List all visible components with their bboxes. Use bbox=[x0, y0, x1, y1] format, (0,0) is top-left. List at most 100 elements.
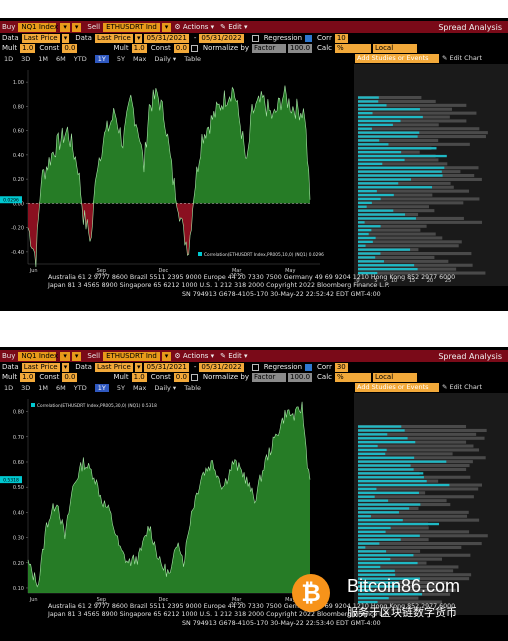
buy-ticker-dropdown[interactable]: ▾ bbox=[60, 351, 70, 361]
hist-bar bbox=[358, 127, 372, 130]
tab-6m[interactable]: 6M bbox=[56, 383, 66, 392]
hist-bar-bg bbox=[358, 436, 485, 440]
corr-window-field[interactable]: 30 bbox=[334, 362, 348, 372]
hist-bar bbox=[358, 197, 381, 201]
mult-field-1[interactable]: 1.0 bbox=[20, 43, 36, 53]
normalize-value[interactable]: 100.0 bbox=[287, 372, 313, 382]
tab-5y[interactable]: 5Y bbox=[116, 383, 125, 392]
buy-ticker-field[interactable]: NQ1 Index bbox=[18, 351, 58, 361]
const-field-1[interactable]: 0.0 bbox=[62, 372, 78, 382]
tab-daily[interactable]: Daily ▾ bbox=[154, 383, 177, 392]
hist-bar-bg bbox=[358, 142, 470, 146]
tab-table[interactable]: Table bbox=[184, 383, 201, 392]
corr-window-field[interactable]: 10 bbox=[334, 33, 348, 43]
edit-chart-button[interactable]: ✎ Edit Chart bbox=[442, 383, 483, 391]
const-field-1[interactable]: 0.0 bbox=[62, 43, 78, 53]
tab-6m[interactable]: 6M bbox=[56, 54, 66, 63]
data-field-1[interactable]: Last Price bbox=[21, 362, 60, 372]
calc-field[interactable]: % bbox=[335, 372, 372, 382]
hist-bar bbox=[358, 511, 399, 514]
normalize-checkbox[interactable] bbox=[190, 373, 198, 381]
mult-field-1[interactable]: 1.0 bbox=[20, 372, 36, 382]
buy-ticker-field[interactable]: NQ1 Index bbox=[18, 22, 58, 32]
mult-field-2[interactable]: 1.0 bbox=[131, 372, 147, 382]
tab-1d[interactable]: 1D bbox=[4, 383, 14, 392]
const-field-2[interactable]: 0.0 bbox=[173, 372, 189, 382]
sell-ticker-dropdown[interactable]: ▾ bbox=[161, 22, 172, 32]
hist-x-tick: 5 bbox=[374, 278, 377, 284]
const-label: Const bbox=[39, 373, 60, 381]
hist-bar bbox=[358, 240, 373, 243]
actions-menu[interactable]: ⚙ Actions ▾ bbox=[174, 352, 215, 360]
normalize-field[interactable]: Factor bbox=[251, 372, 286, 382]
add-studies-field[interactable]: Add Studies or Events bbox=[355, 383, 439, 392]
hist-bar-bg bbox=[358, 271, 486, 275]
add-studies-field[interactable]: Add Studies or Events bbox=[355, 54, 439, 63]
tab-1m[interactable]: 1M bbox=[38, 54, 49, 63]
data-dropdown-2[interactable]: ▾ bbox=[134, 33, 143, 43]
date-to-field[interactable]: 05/31/2022 bbox=[199, 362, 244, 372]
date-from-field[interactable]: 05/31/2021 bbox=[144, 362, 189, 372]
local-field[interactable]: Local bbox=[373, 43, 418, 53]
tab-max[interactable]: Max bbox=[132, 54, 147, 63]
bloomberg-panel-30d: Buy NQ1 Index ▾ ▾ Sell ETHUSDRT Ind ▾ ⚙ … bbox=[0, 347, 508, 641]
data-dropdown-1[interactable]: ▾ bbox=[61, 33, 70, 43]
tab-3d[interactable]: 3D bbox=[21, 383, 31, 392]
actions-menu[interactable]: ⚙ Actions ▾ bbox=[174, 23, 215, 31]
tab-daily[interactable]: Daily ▾ bbox=[154, 54, 177, 63]
regression-checkbox[interactable] bbox=[251, 34, 259, 42]
edit-menu[interactable]: ✎ Edit ▾ bbox=[220, 23, 248, 31]
tab-max[interactable]: Max bbox=[132, 383, 147, 392]
sell-ticker-field[interactable]: ETHUSDRT Ind bbox=[103, 351, 160, 361]
data-dropdown-2[interactable]: ▾ bbox=[134, 362, 143, 372]
normalize-value[interactable]: 100.0 bbox=[287, 43, 313, 53]
edit-chart-button[interactable]: ✎ Edit Chart bbox=[442, 54, 483, 62]
tab-1y[interactable]: 1Y bbox=[94, 383, 109, 392]
hist-bar-bg bbox=[358, 131, 488, 135]
buy-ticker-dropdown-2[interactable]: ▾ bbox=[71, 22, 82, 32]
regression-checkbox[interactable] bbox=[251, 363, 259, 371]
tab-1d[interactable]: 1D bbox=[4, 54, 14, 63]
hist-x-tick: 20 bbox=[427, 278, 433, 284]
tab-table[interactable]: Table bbox=[184, 54, 201, 63]
hist-bar-bg bbox=[358, 518, 480, 522]
date-dash: - bbox=[193, 34, 197, 42]
y-tick-label: -0.40 bbox=[11, 250, 24, 256]
sell-ticker-field[interactable]: ETHUSDRT Ind bbox=[103, 22, 160, 32]
data-field-2[interactable]: Last Price bbox=[94, 33, 133, 43]
buy-ticker-dropdown[interactable]: ▾ bbox=[60, 22, 70, 32]
hist-bar-bg bbox=[358, 569, 454, 573]
tab-ytd[interactable]: YTD bbox=[73, 383, 87, 392]
local-field[interactable]: Local bbox=[373, 372, 418, 382]
date-to-field[interactable]: 05/31/2022 bbox=[199, 33, 244, 43]
normalize-field[interactable]: Factor bbox=[251, 43, 286, 53]
mult-field-2[interactable]: 1.0 bbox=[131, 43, 147, 53]
legend-swatch bbox=[198, 252, 202, 256]
corr-checkbox[interactable] bbox=[305, 363, 313, 371]
date-from-field[interactable]: 05/31/2021 bbox=[144, 33, 189, 43]
data-dropdown-1[interactable]: ▾ bbox=[61, 362, 70, 372]
calc-field[interactable]: % bbox=[335, 43, 372, 53]
x-tick-label: Mar bbox=[232, 268, 242, 274]
sell-ticker-dropdown[interactable]: ▾ bbox=[161, 351, 172, 361]
normalize-checkbox[interactable] bbox=[190, 44, 198, 52]
hist-bar bbox=[358, 483, 450, 487]
data-field-1[interactable]: Last Price bbox=[21, 33, 60, 43]
edit-menu[interactable]: ✎ Edit ▾ bbox=[220, 352, 248, 360]
data-field-2[interactable]: Last Price bbox=[94, 362, 133, 372]
tab-3d[interactable]: 3D bbox=[21, 54, 31, 63]
buy-ticker-dropdown-2[interactable]: ▾ bbox=[71, 351, 82, 361]
tab-5y[interactable]: 5Y bbox=[116, 54, 125, 63]
tab-1y[interactable]: 1Y bbox=[94, 54, 109, 63]
const-field-2[interactable]: 0.0 bbox=[173, 43, 189, 53]
hist-bar-bg bbox=[358, 240, 462, 244]
hist-bar bbox=[358, 139, 380, 142]
tab-ytd[interactable]: YTD bbox=[73, 54, 87, 63]
x-tick-label: Jun bbox=[29, 268, 38, 274]
hist-bar bbox=[358, 437, 408, 440]
corr-checkbox[interactable] bbox=[305, 34, 313, 42]
hist-bar bbox=[358, 425, 402, 428]
tab-1m[interactable]: 1M bbox=[38, 383, 49, 392]
edit-chart-icon: ✎ bbox=[442, 383, 450, 391]
hist-bar bbox=[358, 585, 399, 588]
